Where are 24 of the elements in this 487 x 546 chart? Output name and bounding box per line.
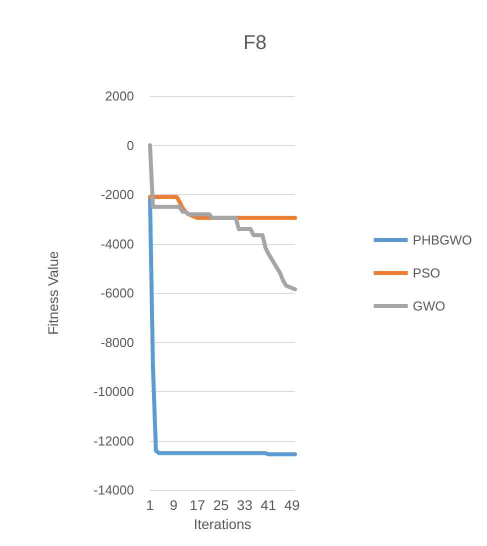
line-series: [148, 197, 297, 456]
y-tick-label: -2000: [100, 187, 134, 202]
y-tick-label: -10000: [94, 384, 134, 399]
y-tick-label: -8000: [100, 334, 134, 350]
x-tick-label: 1: [146, 497, 154, 513]
y-tick-label: -14000: [94, 482, 134, 498]
x-tick-label: 33: [236, 497, 253, 513]
x-tick-label: 25: [213, 497, 230, 513]
y-tick-label: -4000: [100, 236, 134, 252]
chart-title: F8: [243, 32, 267, 54]
x-tick-label: 41: [260, 497, 276, 513]
legend-label: PHBGWO: [412, 232, 472, 248]
x-tick-label: 17: [190, 497, 206, 513]
y-tick-label: -12000: [94, 433, 134, 448]
y-tick-label: 0: [126, 138, 134, 153]
line-series: [148, 143, 297, 292]
y-tick-label: -6000: [100, 286, 134, 300]
legend-label: PSO: [412, 266, 440, 280]
y-tick-label: 2000: [105, 88, 134, 104]
x-tick-label: 9: [170, 497, 178, 513]
y-axis-title: Fitness Value: [45, 250, 61, 335]
x-axis-title: Iterations: [194, 516, 252, 532]
x-tick-label: 49: [284, 497, 300, 513]
legend-label: GWO: [412, 298, 446, 314]
